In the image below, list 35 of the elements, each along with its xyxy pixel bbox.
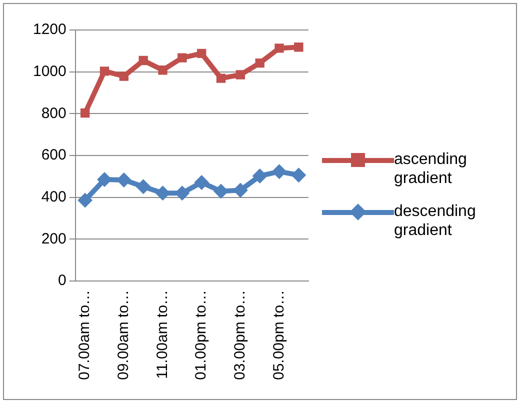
point [252,168,268,184]
x-tick-label: 03.00pm to… [232,290,249,380]
point [178,53,187,62]
x-tick-label: 05.00pm to… [270,290,288,380]
point [194,174,210,190]
x-tick-label: 11.00am to… [154,290,171,379]
point [291,168,306,183]
y-tick-label: 1000 [32,62,66,80]
legend-label: ascending gradient [394,150,468,188]
point [236,70,246,80]
point [255,58,264,68]
point [78,192,93,208]
y-tick-label: 1200 [32,21,66,38]
point [80,108,90,118]
y-tick-label: 0 [58,272,66,290]
point [214,184,228,199]
point [274,44,284,53]
point [96,172,112,188]
x-tick-label: 01.00pm to… [192,290,210,380]
point [272,164,287,180]
legend-label: descending gradient [394,202,477,240]
x-tick-label: 07.00am to… [76,290,94,380]
y-tick-label: 400 [41,188,66,206]
point [294,42,304,52]
point [158,66,168,75]
point [136,179,151,194]
point [196,48,206,58]
y-tick-label: 800 [41,104,66,122]
y-tick-label: 200 [41,230,66,248]
point [216,74,226,83]
point [138,56,148,66]
y-tick-label: 600 [41,146,66,164]
x-tick-label: 09.00am to… [115,290,132,380]
point [100,66,110,76]
point [119,72,129,81]
